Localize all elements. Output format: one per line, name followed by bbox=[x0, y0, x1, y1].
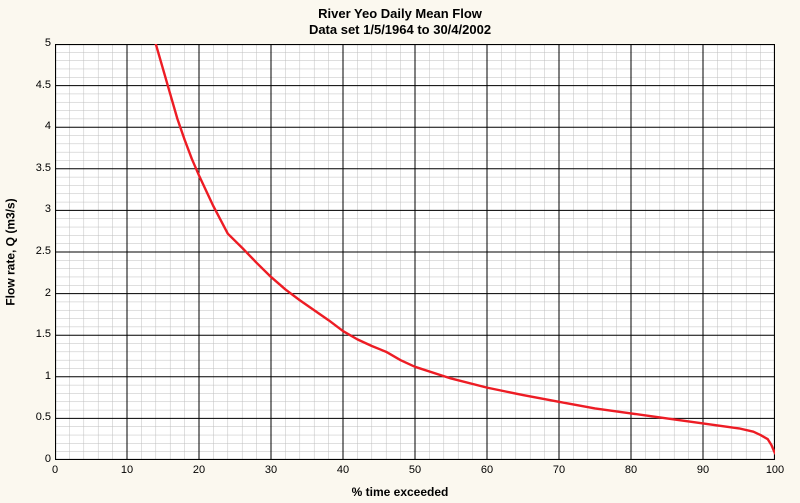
chart-title: River Yeo Daily Mean Flow Data set 1/5/1… bbox=[0, 6, 800, 38]
x-tick-label: 70 bbox=[544, 464, 574, 476]
y-tick-label: 1.5 bbox=[23, 328, 51, 340]
y-tick-label: 5 bbox=[23, 37, 51, 49]
y-tick-label: 1 bbox=[23, 370, 51, 382]
x-tick-label: 90 bbox=[688, 464, 718, 476]
y-tick-label: 0 bbox=[23, 453, 51, 465]
title-line-2: Data set 1/5/1964 to 30/4/2002 bbox=[0, 22, 800, 38]
x-tick-label: 0 bbox=[40, 464, 70, 476]
y-tick-label: 3.5 bbox=[23, 162, 51, 174]
x-axis-label: % time exceeded bbox=[0, 485, 800, 499]
x-tick-label: 10 bbox=[112, 464, 142, 476]
y-tick-label: 4.5 bbox=[23, 79, 51, 91]
y-axis-label: Flow rate, Q (m3/s) bbox=[2, 0, 20, 503]
y-tick-label: 2 bbox=[23, 287, 51, 299]
plot-area bbox=[55, 44, 775, 460]
title-line-1: River Yeo Daily Mean Flow bbox=[0, 6, 800, 22]
y-tick-label: 4 bbox=[23, 120, 51, 132]
x-tick-label: 60 bbox=[472, 464, 502, 476]
y-tick-label: 0.5 bbox=[23, 411, 51, 423]
x-tick-label: 80 bbox=[616, 464, 646, 476]
x-tick-label: 40 bbox=[328, 464, 358, 476]
y-tick-label: 2.5 bbox=[23, 245, 51, 257]
x-tick-label: 50 bbox=[400, 464, 430, 476]
y-tick-label: 3 bbox=[23, 203, 51, 215]
x-tick-label: 30 bbox=[256, 464, 286, 476]
x-tick-label: 100 bbox=[760, 464, 790, 476]
x-tick-label: 20 bbox=[184, 464, 214, 476]
